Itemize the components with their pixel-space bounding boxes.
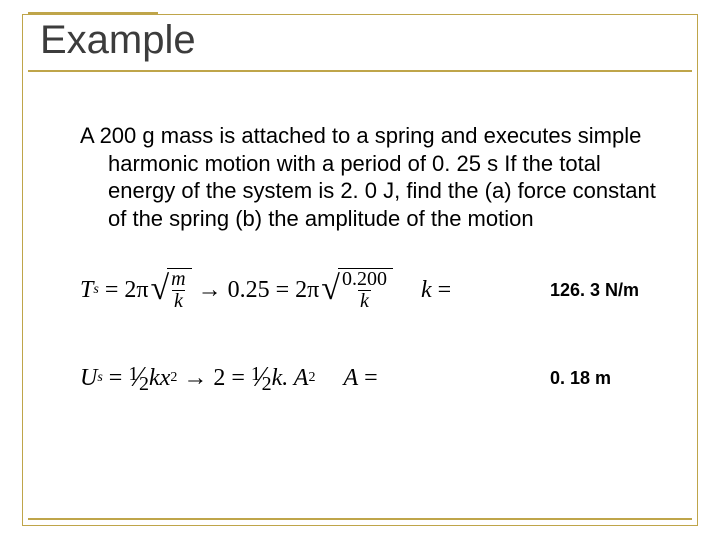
- equals-sign: =: [270, 277, 296, 304]
- symbol-T: T: [80, 277, 93, 304]
- symbol-k: k: [421, 277, 432, 304]
- arrow-icon: →: [183, 365, 207, 392]
- two-pi: 2π: [124, 277, 148, 304]
- one-half: 1⁄2: [128, 362, 149, 394]
- problem-statement: A 200 g mass is attached to a spring and…: [40, 122, 670, 232]
- one-half: 1⁄2: [251, 362, 272, 394]
- frac-den-k: k: [172, 290, 185, 312]
- equals-sign: =: [99, 277, 125, 304]
- two-pi: 2π: [295, 277, 319, 304]
- equals-sign: =: [225, 365, 251, 392]
- answer-amplitude: 0. 18 m: [550, 368, 660, 389]
- equals-sign: =: [432, 277, 452, 304]
- equation-energy: Us = 1⁄2 kx2 → 2 = 1⁄2 k. A2 A =: [80, 362, 378, 394]
- symbol-A: A: [343, 365, 358, 392]
- symbol-kA2: k. A: [272, 365, 309, 392]
- equals-sign: =: [103, 365, 129, 392]
- sqrt-m-over-k: √ m k: [150, 268, 191, 312]
- equation-period-row: Ts = 2π √ m k → 0.25 = 2π √ 0.200 k: [80, 268, 660, 312]
- exp-2: 2: [308, 370, 315, 386]
- frac-num-m: m: [169, 269, 187, 290]
- header-rule-bottom: [28, 70, 692, 72]
- equation-energy-row: Us = 1⁄2 kx2 → 2 = 1⁄2 k. A2 A = 0. 18 m: [80, 362, 660, 394]
- sqrt-mass-over-k: √ 0.200 k: [321, 268, 393, 312]
- frac-num-mass: 0.200: [340, 269, 389, 290]
- frac-den-k2: k: [358, 290, 371, 312]
- energy-value: 2: [213, 365, 225, 392]
- exp-2: 2: [170, 370, 177, 386]
- header-rule-top: [28, 12, 158, 14]
- symbol-U: U: [80, 365, 97, 392]
- equation-period: Ts = 2π √ m k → 0.25 = 2π √ 0.200 k: [80, 268, 451, 312]
- equals-sign: =: [358, 365, 378, 392]
- footer-rule: [28, 518, 692, 520]
- slide-title: Example: [40, 18, 196, 63]
- arrow-icon: →: [198, 277, 222, 304]
- period-value: 0.25: [228, 277, 270, 304]
- answer-force-constant: 126. 3 N/m: [550, 280, 660, 301]
- symbol-kx2: kx: [149, 365, 170, 392]
